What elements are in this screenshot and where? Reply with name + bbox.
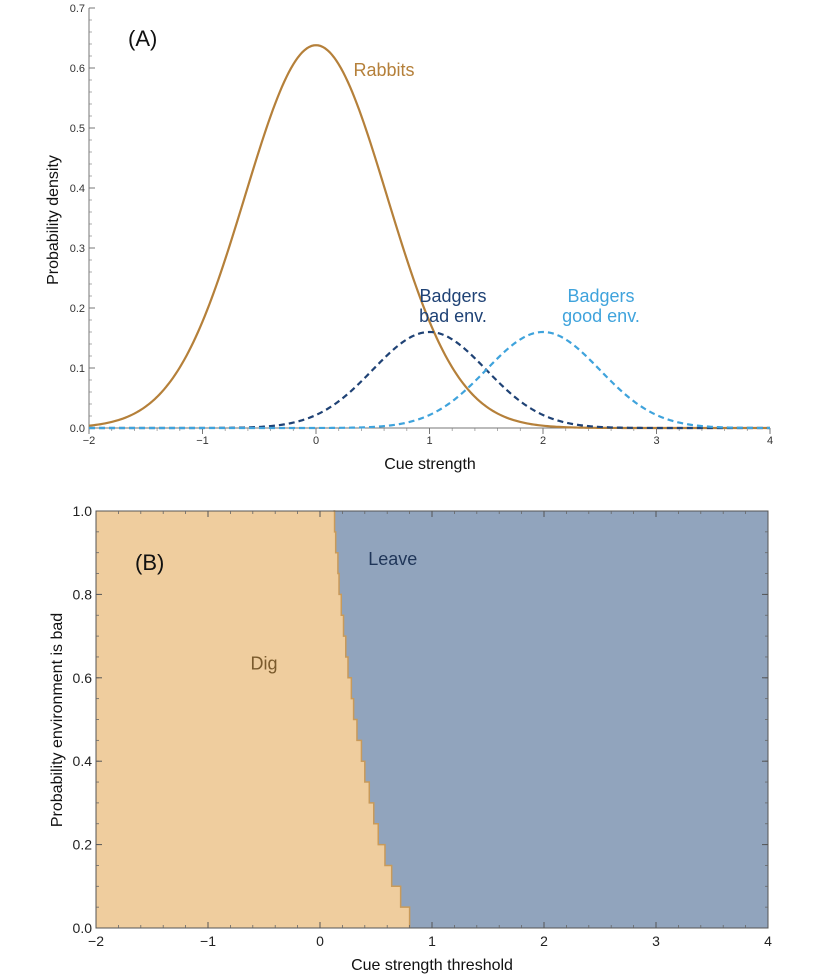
dig-label: Dig xyxy=(250,653,277,673)
curve-rabbits xyxy=(88,44,770,430)
panel-b-x-axis-title: Cue strength threshold xyxy=(351,957,513,974)
panel-a: 0.0 0.1 0.2 0.3 0.4 0.5 0.6 0.7 −2 −1 0 1 2 3 4 (A) R… xyxy=(45,3,773,473)
panel-b-y-tick-label: 0.6 xyxy=(73,670,93,686)
panel-a-y-tick-label: 0.5 xyxy=(70,123,85,135)
panel-a-x-tick-label: 4 xyxy=(767,435,773,447)
panel-b-y-tick-label: 0.2 xyxy=(73,837,93,853)
panel-a-x-tick-label: −1 xyxy=(196,435,209,447)
panel-a-y-ticks: 0.0 0.1 0.2 0.3 0.4 0.5 0.6 0.7 xyxy=(70,3,95,435)
panel-a-x-ticks: −2 −1 0 1 2 3 4 xyxy=(83,428,773,447)
panel-b-x-tick-label: −1 xyxy=(200,933,216,949)
panel-a-curves xyxy=(88,44,771,430)
panel-a-y-tick-label: 0.3 xyxy=(70,243,85,255)
badgers-bad-label-line1: Badgers xyxy=(419,286,486,306)
panel-a-y-tick-label: 0.6 xyxy=(70,63,85,75)
panel-b-label: (B) xyxy=(135,550,164,575)
panel-a-y-tick-label: 0.7 xyxy=(70,3,85,15)
panel-b-x-ticks: −2 −1 0 1 2 3 4 xyxy=(88,511,772,949)
panel-a-x-tick-label: 2 xyxy=(540,435,546,447)
panel-a-y-tick-label: 0.2 xyxy=(70,303,85,315)
panel-a-y-tick-label: 0.1 xyxy=(70,363,85,375)
panel-b-y-tick-label: 1.0 xyxy=(73,503,93,519)
badgers-good-label-line2: good env. xyxy=(562,306,640,326)
panel-b-y-tick-label: 0.4 xyxy=(73,753,93,769)
panel-a-label: (A) xyxy=(128,26,157,51)
panel-a-x-tick-label: 0 xyxy=(313,435,319,447)
panel-b-y-axis-title: Probability environment is bad xyxy=(49,613,66,827)
panel-a-y-axis-title: Probability density xyxy=(45,155,62,285)
dig-region xyxy=(96,511,410,928)
panel-b-x-tick-label: −2 xyxy=(88,933,104,949)
panel-b-x-tick-label: 2 xyxy=(540,933,548,949)
panel-b-x-tick-label: 4 xyxy=(764,933,772,949)
panel-a-x-axis-title: Cue strength xyxy=(384,456,476,473)
panel-a-x-tick-label: 1 xyxy=(426,435,432,447)
badgers-good-label-line1: Badgers xyxy=(567,286,634,306)
panel-b: 0.0 0.2 0.4 0.6 0.8 1.0 −2 −1 0 1 2 3 4 (B) Dig Lea… xyxy=(49,503,772,974)
panel-a-x-tick-label: 3 xyxy=(653,435,659,447)
panel-a-x-tick-label: −2 xyxy=(83,435,96,447)
panel-b-x-tick-label: 3 xyxy=(652,933,660,949)
curve-badgers-good-env xyxy=(89,330,771,430)
panel-a-y-tick-label: 0.0 xyxy=(70,423,85,435)
rabbits-label: Rabbits xyxy=(353,60,414,80)
panel-b-y-tick-label: 0.0 xyxy=(73,920,93,936)
panel-b-y-tick-label: 0.8 xyxy=(73,586,93,602)
decision-boundary xyxy=(333,510,411,928)
badgers-bad-label-line2: bad env. xyxy=(419,306,487,326)
panel-a-y-tick-label: 0.4 xyxy=(70,183,85,195)
panel-b-y-ticks: 0.0 0.2 0.4 0.6 0.8 1.0 xyxy=(73,503,768,936)
panel-b-x-tick-label: 0 xyxy=(316,933,324,949)
panel-b-x-tick-label: 1 xyxy=(428,933,436,949)
leave-label: Leave xyxy=(368,549,417,569)
